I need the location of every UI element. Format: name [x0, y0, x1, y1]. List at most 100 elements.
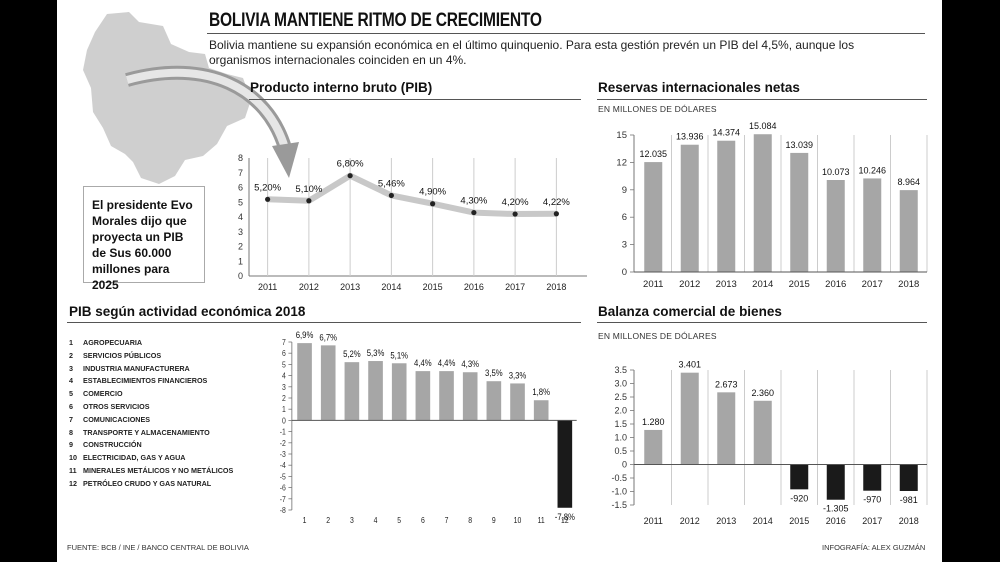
pib-data-point: [347, 173, 353, 179]
actividad-ytick-label: 7: [282, 337, 286, 347]
callout-box: El presidente Evo Morales dijo que proye…: [83, 186, 205, 292]
legend-item: 2 SERVICIOS PÚBLICOS: [69, 350, 233, 363]
balanza-bar: [790, 464, 809, 490]
actividad-bar: [344, 362, 360, 421]
balanza-ytick-label: 2.0: [614, 406, 627, 416]
actividad-title-rule: [67, 322, 581, 323]
actividad-ytick-label: 6: [282, 349, 286, 359]
balanza-xtick-label: 2014: [753, 516, 773, 526]
pib-ytick-label: 8: [238, 153, 243, 163]
actividad-data-label: 3,3%: [509, 370, 527, 381]
reservas-bar: [717, 140, 736, 272]
reservas-data-label: 10.073: [822, 167, 850, 177]
reservas-unit: EN MILLONES DE DÓLARES: [598, 104, 717, 114]
pib-data-label: 4,30%: [460, 196, 487, 207]
pib-data-label: 6,80%: [337, 159, 364, 170]
reservas-xtick-label: 2015: [789, 279, 810, 290]
reservas-data-label: 15.084: [749, 121, 777, 131]
pib-series-line: [267, 172, 557, 218]
balanza-xtick-label: 2016: [826, 516, 846, 526]
actividad-bar: [533, 400, 549, 421]
reservas-bar: [644, 162, 663, 272]
legend-item-label: ELECTRICIDAD, GAS Y AGUA: [83, 453, 186, 463]
legend-item-number: 10: [69, 453, 77, 463]
pib-data-label: 4,20%: [502, 197, 529, 208]
balanza-ytick-label: -0.5: [611, 473, 627, 483]
balanza-bar: [717, 392, 736, 465]
legend-item: 4 ESTABLECIMIENTOS FINANCIEROS: [69, 375, 233, 388]
legend-item-number: 3: [69, 363, 73, 373]
balanza-ytick-label: 3.0: [614, 379, 627, 389]
actividad-ytick-label: -8: [280, 505, 286, 515]
balanza-xtick-label: 2017: [862, 516, 882, 526]
source-note: FUENTE: BCB / INE / BANCO CENTRAL DE BOL…: [67, 543, 249, 552]
actividad-legend: 1 AGROPECUARIA 2 SERVICIOS PÚBLICOS 3 INDUSTR…: [69, 337, 233, 491]
actividad-ytick-label: -7: [280, 494, 286, 504]
actividad-data-label: -7,8%: [555, 511, 576, 522]
legend-item-label: OTROS SERVICIOS: [83, 401, 150, 411]
subtitle: Bolivia mantiene su expansión económica …: [209, 38, 855, 67]
balanza-ytick-label: 1.0: [614, 433, 627, 443]
reservas-xtick-label: 2012: [679, 279, 700, 290]
legend-item-label: CONSTRUCCIÓN: [83, 440, 142, 450]
reservas-ytick-label: 0: [622, 267, 627, 278]
legend-item-label: ESTABLECIMIENTOS FINANCIEROS: [83, 376, 208, 386]
pib-xtick-label: 2012: [299, 282, 319, 292]
actividad-xtick-label: 2: [326, 515, 330, 525]
balanza-bar: [644, 429, 663, 465]
legend-item: 10 ELECTRICIDAD, GAS Y AGUA: [69, 452, 233, 465]
pib-data-point: [388, 192, 394, 199]
balanza-unit: EN MILLONES DE DÓLARES: [598, 331, 717, 341]
actividad-bar: [391, 363, 407, 421]
legend-item-number: 12: [69, 478, 77, 488]
actividad-bar: [510, 383, 525, 421]
actividad-xtick-label: 10: [514, 515, 522, 525]
reservas-xtick-label: 2018: [898, 279, 919, 290]
legend-item-number: 6: [69, 401, 73, 411]
pib-data-label: 5,10%: [295, 184, 322, 195]
credit-note: INFOGRAFÍA: ALEX GUZMÁN: [822, 543, 926, 552]
reservas-xtick-label: 2016: [825, 279, 846, 290]
reservas-data-label: 13.936: [676, 132, 704, 142]
balanza-data-label: 2.360: [751, 388, 774, 398]
actividad-data-label: 5,1%: [390, 350, 408, 361]
legend-item-label: COMUNICACIONES: [83, 414, 151, 424]
reservas-ytick-label: 12: [616, 157, 627, 168]
actividad-ytick-label: -6: [280, 483, 286, 493]
reservas-data-label: 12.035: [639, 149, 667, 159]
reservas-xtick-label: 2013: [716, 279, 737, 290]
pib-data-label: 5,46%: [378, 178, 405, 189]
actividad-data-label: 5,2%: [343, 349, 361, 360]
reservas-data-label: 8.964: [897, 177, 920, 187]
reservas-xtick-label: 2017: [862, 279, 883, 290]
pib-data-label: 4,90%: [419, 187, 446, 198]
legend-item: 8 TRANSPORTE Y ALMACENAMIENTO: [69, 427, 233, 440]
balanza-bar: [680, 372, 699, 465]
reservas-ytick-label: 9: [622, 185, 627, 196]
legend-item-label: MINERALES METÁLICOS Y NO METÁLICOS: [83, 465, 234, 475]
actividad-data-label: 4,4%: [438, 358, 456, 369]
actividad-xtick-label: 1: [303, 515, 307, 525]
reservas-bar: [863, 178, 882, 272]
bolivia-map-graphic: [83, 12, 299, 184]
actividad-ytick-label: 2: [282, 393, 286, 403]
actividad-ytick-label: 5: [282, 360, 286, 370]
actividad-ytick-label: 0: [282, 416, 286, 426]
actividad-data-label: 6,7%: [319, 332, 337, 343]
reservas-bar: [790, 152, 809, 272]
actividad-data-label: 6,9%: [296, 330, 314, 340]
pib-data-point: [265, 196, 271, 202]
balanza-data-label: 3.401: [678, 360, 701, 370]
reservas-data-label: 14.374: [712, 128, 740, 138]
balanza-data-label: -920: [790, 493, 808, 503]
legend-item-label: SERVICIOS PÚBLICOS: [83, 350, 162, 360]
actividad-bar: [297, 343, 312, 421]
balanza-data-label: -970: [863, 495, 881, 505]
actividad-ytick-label: -3: [280, 449, 286, 459]
actividad-bar: [462, 372, 478, 421]
actividad-bar: [415, 371, 431, 421]
balanza-bar: [899, 464, 918, 491]
legend-item-label: TRANSPORTE Y ALMACENAMIENTO: [83, 427, 210, 437]
legend-item: 12 PETRÓLEO CRUDO Y GAS NATURAL: [69, 478, 233, 491]
balanza-chart-title: Balanza comercial de bienes: [598, 304, 782, 319]
